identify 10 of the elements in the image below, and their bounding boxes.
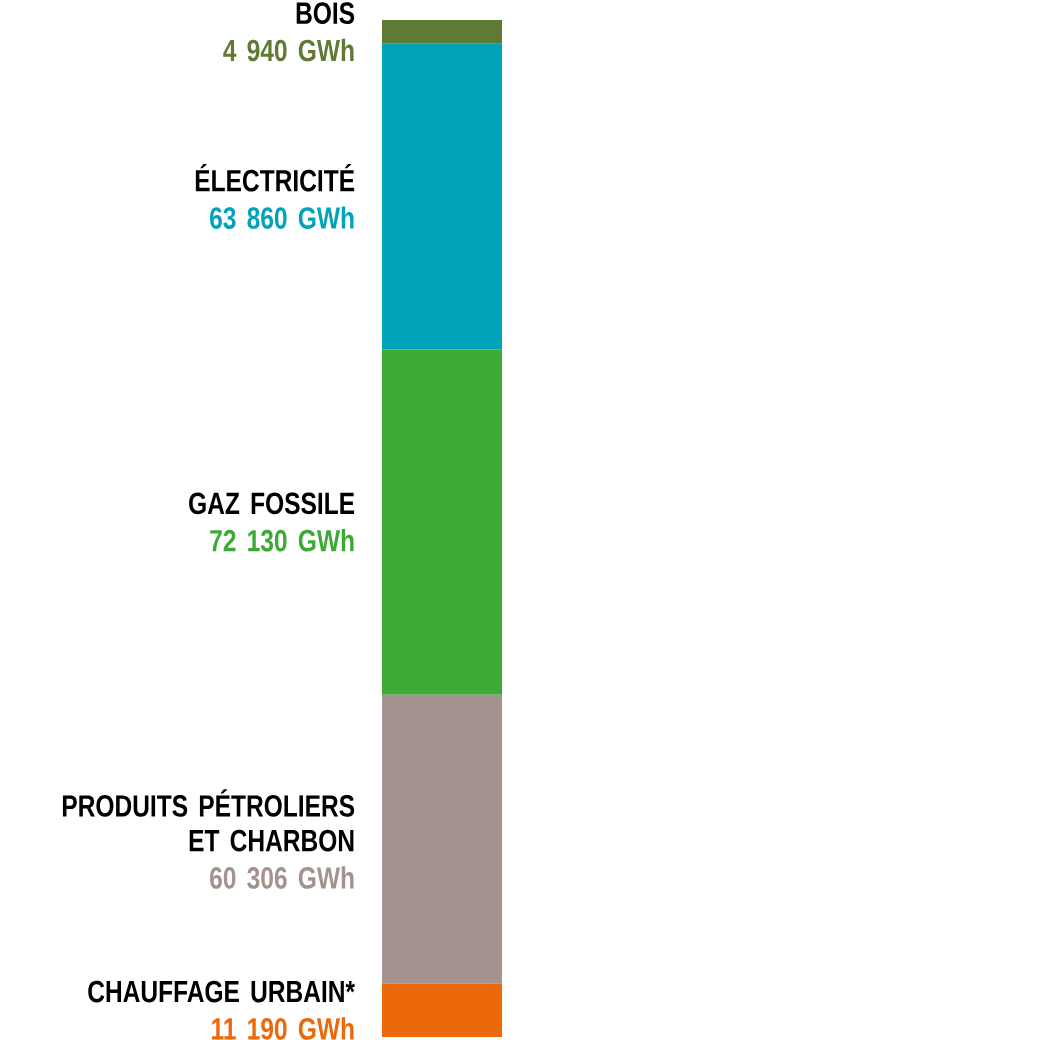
category-label: PRODUITS PÉTROLIERS ET CHARBON xyxy=(62,789,355,852)
data-label: 11 190 GWh xyxy=(212,1017,354,1040)
category-label: GAZ FOSSILE xyxy=(189,492,355,515)
data-label: 72 130 GWh xyxy=(210,529,354,552)
data-label: 63 860 GWh xyxy=(210,206,354,229)
data-label: 60 306 GWh xyxy=(210,866,354,889)
category-label: ÉLECTRICITÉ xyxy=(195,164,355,192)
data-label: 4 940 GWh xyxy=(223,38,354,62)
category-label: CHAUFFAGE URBAIN* xyxy=(88,980,355,1003)
category-label: BOIS xyxy=(296,2,355,25)
